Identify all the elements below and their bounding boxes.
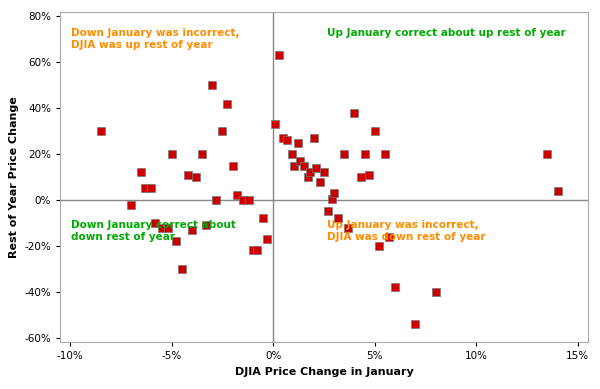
Point	[410, 321, 420, 327]
Point	[319, 169, 329, 175]
Point	[328, 196, 337, 202]
Point	[380, 151, 390, 157]
Point	[303, 174, 313, 180]
Point	[136, 169, 146, 175]
Point	[244, 197, 254, 203]
Point	[191, 174, 201, 180]
Point	[151, 220, 160, 226]
Point	[278, 135, 288, 141]
Point	[293, 139, 302, 145]
Point	[202, 222, 211, 228]
Point	[356, 174, 365, 180]
Point	[248, 247, 258, 254]
Point	[323, 209, 333, 215]
Point	[364, 172, 373, 178]
Text: Up January correct about up rest of year: Up January correct about up rest of year	[326, 28, 565, 38]
Point	[295, 158, 304, 164]
Point	[238, 197, 248, 203]
Point	[96, 128, 106, 134]
Point	[183, 172, 193, 178]
Point	[390, 284, 400, 290]
Point	[208, 82, 217, 88]
Point	[311, 165, 320, 171]
Point	[228, 162, 238, 168]
Point	[275, 52, 284, 58]
Point	[163, 224, 172, 231]
Point	[126, 202, 136, 208]
Point	[271, 121, 280, 127]
Point	[187, 227, 197, 233]
Point	[289, 162, 298, 168]
Y-axis label: Rest of Year Price Change: Rest of Year Price Change	[8, 96, 19, 258]
Point	[222, 100, 232, 107]
Point	[374, 243, 383, 249]
Point	[218, 128, 227, 134]
Point	[542, 151, 552, 157]
Point	[212, 197, 221, 203]
Point	[232, 192, 241, 198]
Text: Down January was incorrect,
DJIA was up rest of year: Down January was incorrect, DJIA was up …	[71, 28, 239, 50]
Point	[553, 187, 562, 194]
Point	[334, 215, 343, 221]
Point	[283, 137, 292, 144]
Point	[287, 151, 296, 157]
Point	[340, 151, 349, 157]
Point	[171, 238, 181, 244]
Point	[197, 151, 207, 157]
Text: Up January was incorrect,
DJIA was down rest of year: Up January was incorrect, DJIA was down …	[326, 220, 485, 242]
Point	[299, 162, 308, 168]
Point	[262, 236, 272, 242]
Point	[315, 179, 325, 185]
Point	[140, 186, 150, 192]
X-axis label: DJIA Price Change in January: DJIA Price Change in January	[235, 367, 413, 377]
Point	[305, 169, 314, 175]
Point	[309, 135, 319, 141]
Point	[252, 247, 262, 254]
Point	[350, 110, 359, 116]
Point	[360, 151, 370, 157]
Point	[370, 128, 380, 134]
Point	[167, 151, 176, 157]
Point	[431, 289, 440, 295]
Point	[258, 215, 268, 221]
Point	[384, 233, 394, 240]
Text: Down January correct about
down rest of year: Down January correct about down rest of …	[71, 220, 235, 242]
Point	[177, 266, 187, 272]
Point	[329, 190, 339, 196]
Point	[146, 186, 156, 192]
Point	[157, 224, 166, 231]
Point	[344, 224, 353, 231]
